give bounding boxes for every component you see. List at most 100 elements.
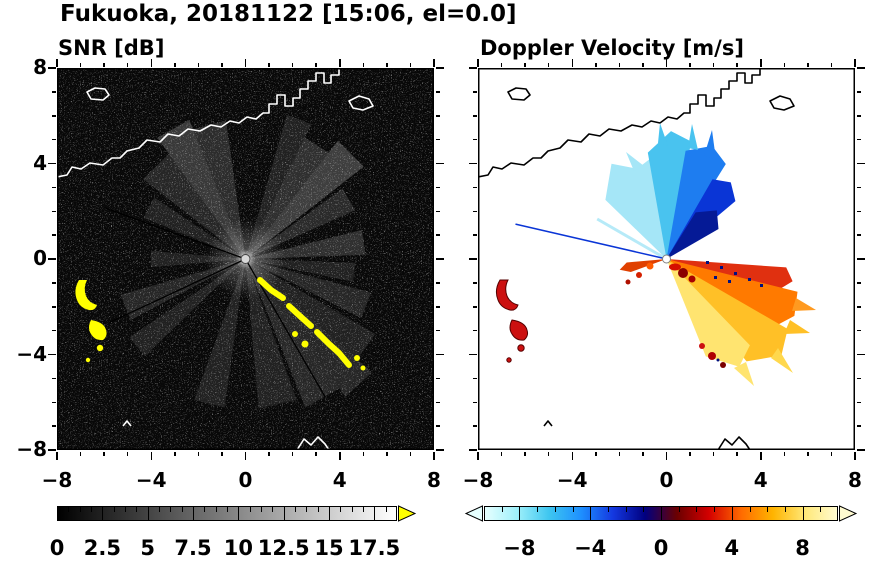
y-tick-mark — [856, 162, 865, 165]
colorbar-tick-mark — [215, 506, 217, 512]
colorbar-tick-mark — [537, 506, 539, 512]
colorbar-tick-label: 17.5 — [348, 536, 401, 560]
y-tick-mark — [856, 282, 861, 284]
x-tick-label: 0 — [238, 468, 253, 492]
x-tick-mark — [571, 58, 573, 67]
x-tick-mark — [524, 451, 526, 456]
x-tick-mark — [150, 451, 152, 460]
colorbar-tick-mark — [625, 506, 627, 512]
x-tick-mark — [386, 62, 388, 67]
x-tick-mark — [689, 451, 691, 456]
colorbar-tick-mark — [590, 506, 592, 521]
doppler-cyan-streak — [596, 217, 668, 261]
y-tick-mark — [856, 401, 861, 403]
x-tick-mark — [221, 451, 223, 456]
colorbar-tick-mark — [501, 506, 503, 512]
x-tick-mark — [244, 451, 247, 460]
colorbar-tick-mark — [607, 506, 609, 512]
y-tick-mark — [435, 353, 444, 356]
y-tick-mark — [51, 377, 56, 380]
snr-axes-frame — [57, 68, 434, 450]
colorbar-tick-label: 7.5 — [174, 536, 212, 560]
colorbar-tick-mark — [374, 506, 376, 521]
colorbar-tick-mark — [68, 506, 70, 512]
colorbar-tick-mark — [272, 506, 274, 512]
colorbar-tick-mark — [329, 506, 330, 521]
x-tick-mark — [571, 451, 573, 460]
colorbar-tick-mark — [767, 506, 769, 512]
x-tick-mark — [665, 451, 668, 460]
colorbar-tick-mark — [749, 506, 751, 512]
radar-origin-marker — [662, 254, 671, 264]
y-tick-mark — [435, 282, 440, 284]
colorbar-tick-mark — [227, 506, 228, 512]
colorbar-tick-mark — [79, 506, 81, 512]
x-tick-mark — [339, 58, 341, 67]
y-tick-mark — [856, 353, 865, 356]
x-tick-mark — [291, 451, 294, 456]
x-tick-mark — [500, 451, 503, 456]
y-tick-mark — [51, 186, 56, 189]
y-tick-mark — [856, 425, 861, 427]
x-tick-mark — [339, 451, 341, 460]
x-tick-mark — [689, 62, 691, 67]
y-tick-mark — [435, 306, 440, 308]
colorbar-tick-mark — [170, 506, 172, 512]
y-tick-mark — [435, 115, 440, 117]
y-tick-mark — [472, 306, 477, 308]
colorbar-tick-mark — [572, 506, 574, 512]
snr-panel-title: SNR [dB] — [58, 36, 165, 60]
x-tick-mark — [433, 58, 435, 67]
x-tick-mark — [291, 62, 294, 67]
x-tick-mark — [783, 62, 786, 67]
colorbar-tick-mark — [283, 506, 285, 521]
x-tick-mark — [103, 451, 105, 456]
y-tick-mark — [856, 306, 861, 308]
colorbar-tick-mark — [125, 506, 126, 512]
colorbar-tick-mark — [385, 506, 387, 512]
x-tick-mark — [221, 62, 223, 67]
doppler-axes-frame — [478, 68, 855, 450]
x-tick-mark — [244, 58, 247, 67]
y-tick-mark — [51, 329, 56, 332]
x-tick-mark — [712, 62, 715, 67]
colorbar-tick-label: 8 — [795, 536, 810, 560]
x-tick-mark — [830, 62, 833, 67]
y-tick-mark — [435, 401, 440, 403]
x-tick-label: −4 — [135, 468, 167, 492]
y-tick-mark — [51, 234, 56, 236]
colorbar-tick-mark — [554, 506, 556, 512]
colorbar-tick-mark — [731, 506, 733, 521]
y-tick-mark — [435, 425, 440, 427]
x-tick-label: −8 — [462, 468, 494, 492]
colorbar-tick-mark — [102, 506, 104, 521]
colorbar-tick-mark — [249, 506, 251, 512]
colorbar-tick-mark — [678, 506, 680, 512]
colorbar-tick-mark — [363, 506, 364, 512]
x-tick-mark — [760, 451, 762, 460]
colorbar-tick-mark — [306, 506, 308, 512]
y-tick-mark — [435, 329, 440, 332]
x-tick-mark — [103, 62, 105, 67]
y-tick-mark — [435, 67, 444, 69]
y-tick-mark — [47, 449, 56, 451]
y-tick-mark — [468, 67, 477, 69]
colorbar-tick-mark — [714, 506, 716, 512]
y-tick-mark — [51, 138, 56, 141]
radar-origin-marker — [240, 254, 251, 264]
y-tick-mark — [468, 162, 477, 165]
x-tick-mark — [409, 62, 412, 67]
x-tick-mark — [268, 62, 270, 67]
x-tick-mark — [174, 62, 176, 67]
x-tick-mark — [315, 451, 317, 456]
colorbar-tick-label: 5 — [140, 536, 155, 560]
y-tick-mark — [472, 377, 477, 380]
y-tick-label: 8 — [33, 55, 47, 79]
x-tick-mark — [618, 451, 621, 456]
x-tick-mark — [665, 58, 668, 67]
y-tick-mark — [51, 425, 56, 427]
y-tick-mark — [856, 234, 861, 236]
colorbar-tick-label: 0 — [653, 536, 669, 560]
x-tick-mark — [642, 451, 644, 456]
